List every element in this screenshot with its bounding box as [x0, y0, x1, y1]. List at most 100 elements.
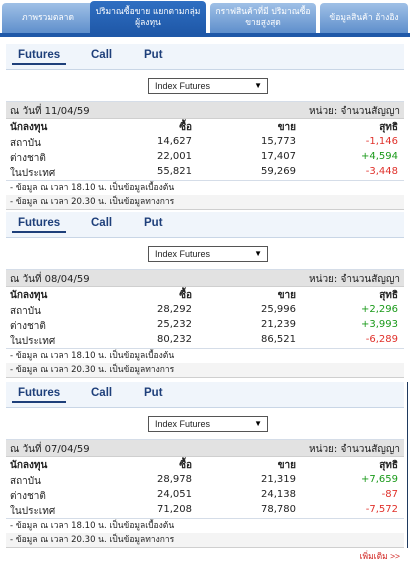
row-sell: 24,138 — [261, 489, 296, 500]
select-row: Index Futures ▼ — [6, 70, 404, 102]
row-buy: 71,208 — [157, 504, 192, 515]
row-investor: ต่างชาติ — [10, 321, 46, 332]
unit-label: หน่วย: จำนวนสัญญา — [309, 444, 400, 455]
header-net: สุทธิ — [379, 122, 398, 133]
header-sell: ขาย — [277, 460, 296, 471]
date-label: ณ วันที่ 11/04/59 — [10, 106, 90, 117]
row-net: -1,146 — [365, 136, 398, 147]
row-investor: ต่างชาติ — [10, 491, 46, 502]
row-sell: 17,407 — [261, 151, 296, 162]
header-investor: นักลงทุน — [10, 122, 48, 133]
more-link[interactable]: เพิ่มเติม >> — [359, 551, 400, 561]
note-preliminary: - ข้อมูล ณ เวลา 18.10 น. เป็นข้อมูลเบื้อ… — [6, 348, 404, 363]
panel-divider — [407, 382, 408, 548]
date-row: ณ วันที่ 11/04/59 หน่วย: จำนวนสัญญา — [6, 102, 404, 119]
row-buy: 24,051 — [157, 489, 192, 500]
row-buy: 22,001 — [157, 151, 192, 162]
table-header: นักลงทุน ซื้อ ขาย สุทธิ — [6, 119, 404, 135]
table-row: ในประเทศ 71,208 78,780 -7,572 — [6, 503, 404, 518]
header-buy: ซื้อ — [179, 460, 192, 471]
tab-bar — [0, 33, 410, 37]
tab-volume-by-investor[interactable]: ปริมาณซื้อขาย แยกตามกลุ่มผู้ลงทุน — [90, 1, 206, 34]
row-net: -7,572 — [365, 504, 398, 515]
row-sell: 21,239 — [261, 319, 296, 330]
select-row: Index Futures ▼ — [6, 408, 404, 440]
tab-call[interactable]: Call — [91, 49, 113, 61]
select-row: Index Futures ▼ — [6, 238, 404, 270]
product-select-value: Index Futures — [155, 249, 211, 259]
row-investor: ต่างชาติ — [10, 153, 46, 164]
row-buy: 80,232 — [157, 334, 192, 345]
row-investor: ในประเทศ — [10, 506, 56, 517]
note-official: - ข้อมูล ณ เวลา 20.30 น. เป็นข้อมูลทางกา… — [6, 533, 404, 548]
tab-reference-data[interactable]: ข้อมูลสินค้า อ้างอิง — [320, 3, 408, 33]
row-net: +4,594 — [360, 151, 398, 162]
date-row: ณ วันที่ 08/04/59 หน่วย: จำนวนสัญญา — [6, 270, 404, 287]
table-row: ในประเทศ 55,821 59,269 -3,448 — [6, 165, 404, 180]
row-sell: 86,521 — [261, 334, 296, 345]
row-investor: สถาบัน — [10, 138, 41, 149]
note-official: - ข้อมูล ณ เวลา 20.30 น. เป็นข้อมูลทางกา… — [6, 363, 404, 378]
row-sell: 78,780 — [261, 504, 296, 515]
row-buy: 25,232 — [157, 319, 192, 330]
note-preliminary: - ข้อมูล ณ เวลา 18.10 น. เป็นข้อมูลเบื้อ… — [6, 518, 404, 533]
dropdown-arrow-icon: ▼ — [254, 81, 262, 90]
table-row: ต่างชาติ 24,051 24,138 -87 — [6, 488, 404, 503]
table-header: นักลงทุน ซื้อ ขาย สุทธิ — [6, 287, 404, 303]
row-investor: สถาบัน — [10, 306, 41, 317]
note-official: - ข้อมูล ณ เวลา 20.30 น. เป็นข้อมูลทางกา… — [6, 195, 404, 210]
product-select[interactable]: Index Futures ▼ — [148, 416, 268, 432]
header-net: สุทธิ — [379, 290, 398, 301]
row-net: +2,296 — [360, 304, 398, 315]
dropdown-arrow-icon: ▼ — [254, 249, 262, 258]
row-net: -3,448 — [365, 166, 398, 177]
date-label: ณ วันที่ 08/04/59 — [10, 274, 90, 285]
header-investor: นักลงทุน — [10, 460, 48, 471]
dropdown-arrow-icon: ▼ — [254, 419, 262, 428]
row-investor: ในประเทศ — [10, 336, 56, 347]
row-buy: 28,292 — [157, 304, 192, 315]
table-row: สถาบัน 14,627 15,773 -1,146 — [6, 135, 404, 150]
header-buy: ซื้อ — [179, 290, 192, 301]
date-label: ณ วันที่ 07/04/59 — [10, 444, 90, 455]
row-investor: ในประเทศ — [10, 168, 56, 179]
header-investor: นักลงทุน — [10, 290, 48, 301]
tab-futures[interactable]: Futures — [12, 387, 67, 403]
row-sell: 25,996 — [261, 304, 296, 315]
table-row: ในประเทศ 80,232 86,521 -6,289 — [6, 333, 404, 348]
row-buy: 28,978 — [157, 474, 192, 485]
product-select-value: Index Futures — [155, 419, 211, 429]
product-select-value: Index Futures — [155, 81, 211, 91]
row-sell: 59,269 — [261, 166, 296, 177]
panel-1: Futures Call Put Index Futures ▼ ณ วันที… — [6, 44, 404, 210]
tab-top-volume-chart[interactable]: กราฟสินค้าที่มี ปริมาณซื้อขายสูงสุด — [210, 3, 316, 33]
header-net: สุทธิ — [379, 460, 398, 471]
tab-put[interactable]: Put — [144, 387, 163, 399]
product-select[interactable]: Index Futures ▼ — [148, 246, 268, 262]
tab-market-overview[interactable]: ภาพรวมตลาด — [2, 3, 94, 33]
row-net: +7,659 — [360, 474, 398, 485]
tab-put[interactable]: Put — [144, 217, 163, 229]
row-buy: 14,627 — [157, 136, 192, 147]
top-tabs: ภาพรวมตลาด ปริมาณซื้อขาย แยกตามกลุ่มผู้ล… — [0, 0, 410, 38]
row-investor: สถาบัน — [10, 476, 41, 487]
panel-2: Futures Call Put Index Futures ▼ ณ วันที… — [6, 212, 404, 378]
header-buy: ซื้อ — [179, 122, 192, 133]
product-select[interactable]: Index Futures ▼ — [148, 78, 268, 94]
table-row: ต่างชาติ 25,232 21,239 +3,993 — [6, 318, 404, 333]
table-row: ต่างชาติ 22,001 17,407 +4,594 — [6, 150, 404, 165]
tab-call[interactable]: Call — [91, 387, 113, 399]
tab-call[interactable]: Call — [91, 217, 113, 229]
table-row: สถาบัน 28,292 25,996 +2,296 — [6, 303, 404, 318]
tab-put[interactable]: Put — [144, 49, 163, 61]
unit-label: หน่วย: จำนวนสัญญา — [309, 106, 400, 117]
row-buy: 55,821 — [157, 166, 192, 177]
table-row: สถาบัน 28,978 21,319 +7,659 — [6, 473, 404, 488]
note-preliminary: - ข้อมูล ณ เวลา 18.10 น. เป็นข้อมูลเบื้อ… — [6, 180, 404, 195]
panel-3: Futures Call Put Index Futures ▼ ณ วันที… — [6, 382, 404, 548]
sub-tabs: Futures Call Put — [6, 44, 404, 70]
row-net: +3,993 — [360, 319, 398, 330]
row-sell: 15,773 — [261, 136, 296, 147]
tab-futures[interactable]: Futures — [12, 217, 67, 233]
tab-futures[interactable]: Futures — [12, 49, 67, 65]
